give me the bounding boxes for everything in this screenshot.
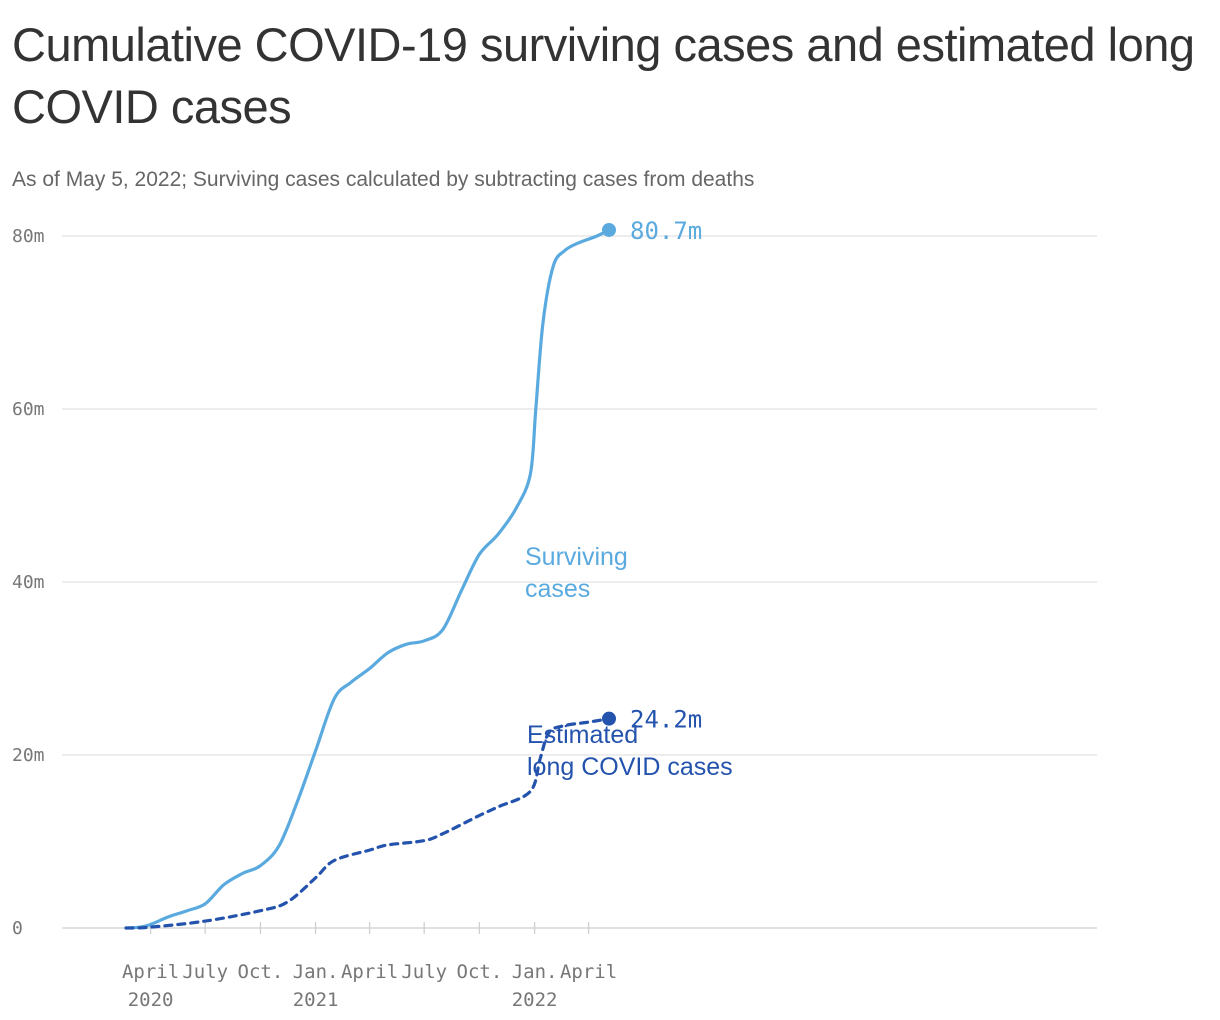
chart-title: Cumulative COVID-19 surviving cases and … [12, 18, 1195, 133]
chart-subtitle: As of May 5, 2022; Surviving cases calcu… [12, 168, 755, 191]
x-tick-year-label: 2022 [512, 989, 558, 1011]
series-label: Surviving [525, 543, 628, 571]
x-tick-label: July [182, 961, 228, 983]
series-label: long COVID cases [527, 753, 733, 781]
series-line-long-covid-cases [124, 717, 611, 930]
series-end-value-label: 24.2m [630, 706, 702, 734]
x-tick-label: Jan. [512, 961, 558, 983]
x-tick-label: July [401, 961, 447, 983]
series-end-value-label: 80.7m [630, 217, 702, 245]
y-tick-label: 60m [12, 399, 45, 420]
x-tick-label: Oct. [457, 961, 503, 983]
x-tick-label: April [560, 961, 617, 983]
y-tick-label: 20m [12, 745, 45, 766]
series-line-surviving-cases [124, 228, 611, 930]
x-tick-label: April [341, 961, 398, 983]
x-tick-label: April [122, 961, 179, 983]
label-layer: 80.7m 24.2m Surviving cases Estimated long CO… [525, 217, 733, 781]
series-layer [124, 222, 616, 930]
y-tick-label: 0 [12, 918, 23, 939]
y-tick-label: 40m [12, 572, 45, 593]
x-tick-label: Jan. [293, 961, 339, 983]
series-label: cases [525, 575, 590, 603]
series-end-point [602, 222, 616, 237]
x-tick-year-label: 2020 [128, 989, 174, 1011]
grid-layer [62, 235, 1097, 929]
x-tick-year-label: 2021 [293, 989, 339, 1011]
series-end-point [602, 711, 616, 726]
series-label: Estimated [527, 721, 638, 749]
y-tick-label: 80m [12, 226, 45, 247]
x-tick-label: Oct. [238, 961, 284, 983]
